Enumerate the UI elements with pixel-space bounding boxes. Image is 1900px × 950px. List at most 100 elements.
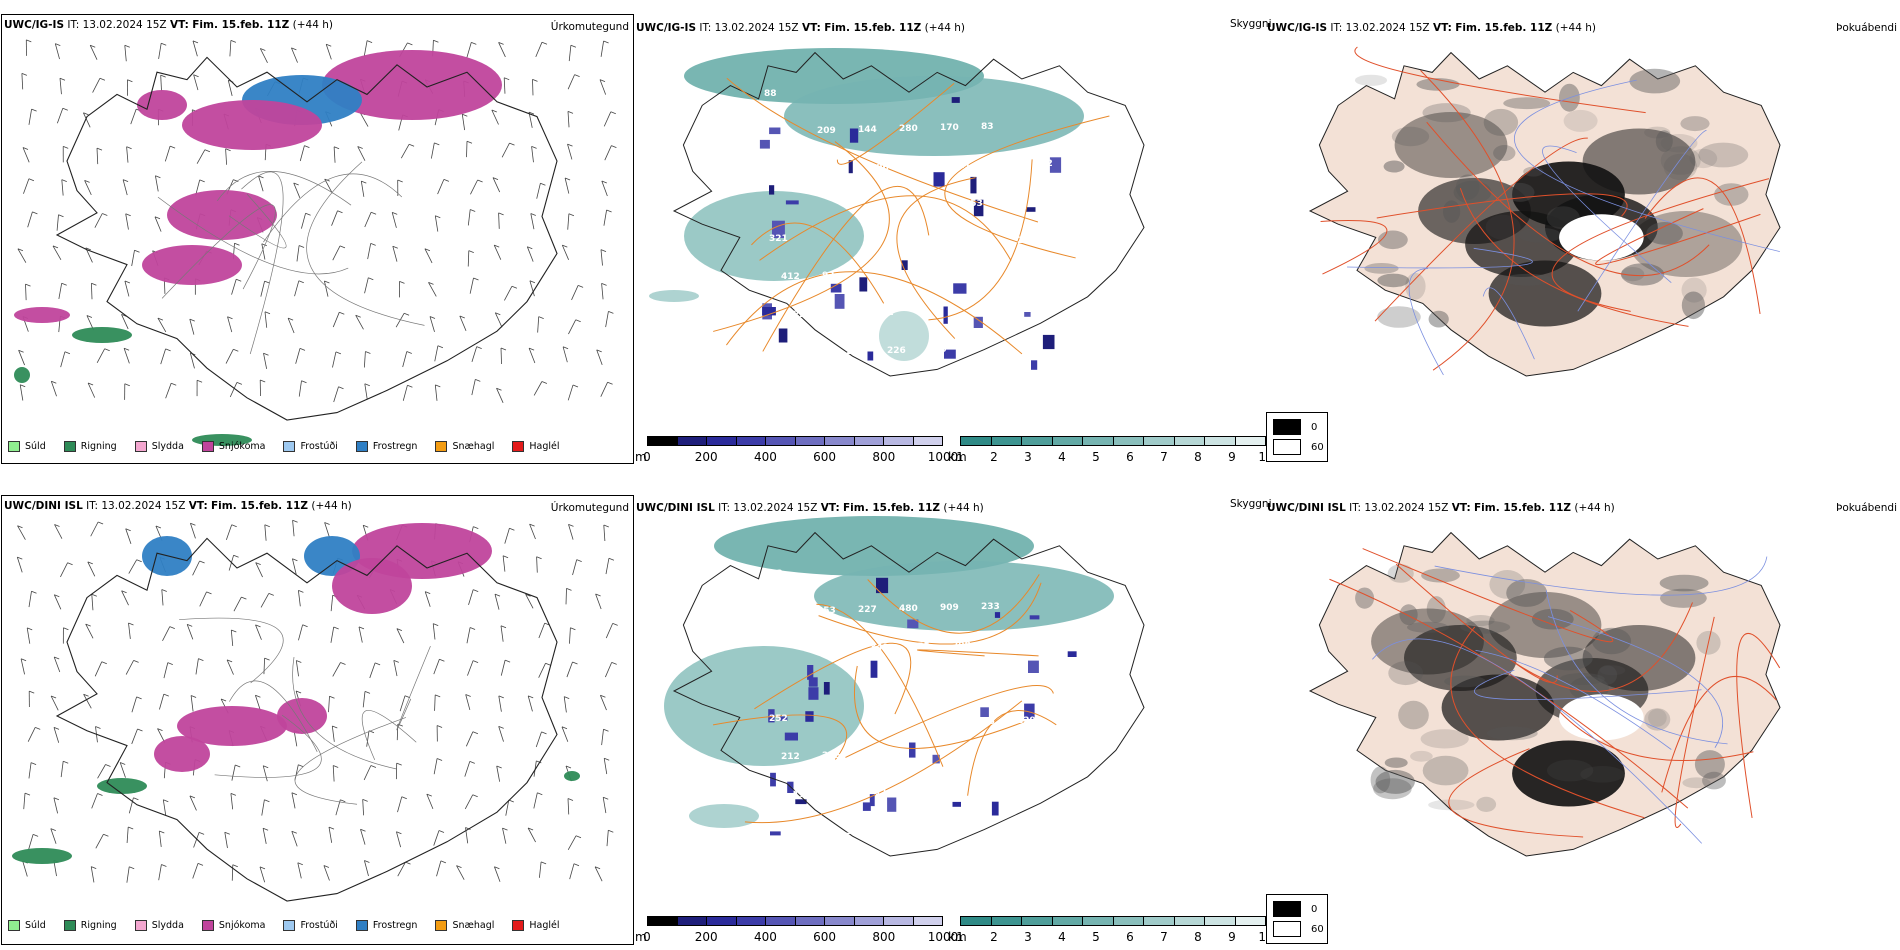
wind-barb — [165, 383, 172, 399]
fog-index-cell — [1422, 103, 1471, 123]
cloud-base-label: 93 — [822, 271, 835, 281]
colorbar-swatch — [825, 437, 855, 445]
wind-barb-flag — [465, 827, 471, 830]
colorbar-unit: km — [948, 450, 967, 464]
road-line — [853, 665, 1026, 749]
cloud-base-cell — [834, 294, 845, 309]
wind-barb — [122, 179, 128, 196]
precip-area — [177, 706, 287, 746]
wind-barb — [126, 826, 129, 843]
wind-barb-flag — [567, 798, 574, 801]
road-line — [241, 171, 284, 355]
wind-barb-flag — [339, 245, 346, 249]
wind-barb — [17, 525, 26, 540]
wind-barb — [567, 384, 574, 401]
wind-barb-flag — [339, 311, 345, 315]
wind-barb-flag — [53, 727, 60, 730]
fog-index-cell — [1476, 796, 1497, 812]
fog-index-cell — [1682, 777, 1711, 789]
wind-barb-flag — [509, 527, 515, 531]
wind-barb — [255, 695, 261, 711]
map-header: UWC/DINI ISL IT: 13.02.2024 15Z VT: Fim.… — [4, 500, 352, 512]
wind-barb — [501, 142, 510, 158]
wind-barb — [362, 691, 366, 708]
wind-barb — [262, 828, 267, 844]
colorbar-tick-label: 0 — [643, 450, 651, 464]
wind-barb-flag — [255, 624, 261, 628]
wind-barb — [192, 560, 200, 576]
cloud-base-label: 349 — [870, 643, 889, 653]
wind-barb-flag — [363, 524, 369, 528]
wind-barb-flag — [562, 346, 569, 350]
wind-barb-flag — [91, 866, 97, 869]
wind-barb-flag — [426, 793, 432, 797]
colorbar-tick-label: 400 — [753, 450, 777, 464]
colorbar-swatch — [766, 917, 796, 925]
cloud-base-label: 399 — [1058, 235, 1077, 245]
wind-barb — [569, 863, 575, 880]
fog-index-cell — [1660, 134, 1698, 153]
fog-index-cell — [1388, 661, 1424, 686]
wind-barb — [527, 695, 533, 712]
wind-barb-flag — [21, 73, 28, 76]
wind-barb-flag — [469, 761, 475, 764]
cloud-base-cell — [901, 260, 908, 270]
cloud-base-label: 253 — [964, 199, 983, 209]
road-line — [928, 159, 1033, 321]
wind-barb — [259, 866, 266, 883]
wind-barb-flag — [128, 622, 134, 626]
wind-barb — [324, 178, 333, 194]
wind-barb-flag — [355, 314, 361, 318]
wind-barb — [189, 318, 195, 335]
colorbar-swatch — [991, 437, 1022, 445]
wind-barb-flag — [32, 834, 39, 837]
wind-barb-flag — [564, 696, 570, 699]
colorbar-tick-label: 5 — [1092, 930, 1100, 944]
wind-barb — [567, 111, 570, 128]
wind-barb — [330, 595, 334, 612]
legend-item: Snjókoma — [201, 920, 265, 931]
wind-barb-flag — [428, 282, 434, 285]
panel-title-fog: Þokuábendi — [1836, 22, 1897, 34]
wind-barb-flag — [263, 765, 269, 769]
wind-barb-flag — [504, 77, 510, 81]
wind-barb-flag — [233, 179, 239, 182]
legend-item: Haglél — [512, 441, 560, 452]
cloud-base-label: 196 — [976, 717, 995, 727]
wind-barb — [225, 148, 228, 165]
wind-barb-flag — [429, 316, 436, 319]
fog-index-cell — [1663, 153, 1698, 181]
cloud-base-label: 280 — [899, 124, 918, 134]
wind-barb-flag — [155, 175, 161, 179]
precip-area — [564, 771, 580, 781]
wind-barb — [402, 351, 408, 368]
low-visibility-area — [784, 76, 1084, 156]
wind-barb — [298, 380, 302, 397]
wind-barb-flag — [122, 179, 129, 182]
wind-barb — [59, 78, 62, 95]
cloud-base-label: 319 — [846, 827, 865, 837]
wind-barb — [572, 559, 578, 576]
wind-barb-flag — [83, 693, 89, 697]
wind-barb — [535, 42, 543, 58]
wind-barb-flag — [528, 347, 535, 351]
precip-area — [182, 100, 322, 150]
wind-barb-flag — [338, 386, 344, 390]
cloud-base-cell — [1024, 703, 1035, 719]
wind-barb-flag — [233, 348, 239, 352]
cloud-base-label: 260 — [1017, 236, 1036, 246]
wind-barb — [363, 765, 372, 781]
road-line — [294, 717, 407, 805]
wind-barb — [605, 311, 609, 328]
wind-barb — [189, 795, 197, 811]
wind-barb-flag — [230, 793, 237, 796]
cloud-base-cell — [1028, 660, 1039, 673]
fog-index-cell — [1518, 227, 1562, 243]
fog-index-area — [1488, 260, 1602, 327]
wind-barb-flag — [54, 524, 60, 527]
wind-barb — [503, 77, 506, 94]
road-line — [214, 714, 322, 778]
wind-barb — [192, 40, 198, 57]
wind-barb — [94, 213, 103, 228]
fog-index-cell — [1455, 174, 1480, 200]
